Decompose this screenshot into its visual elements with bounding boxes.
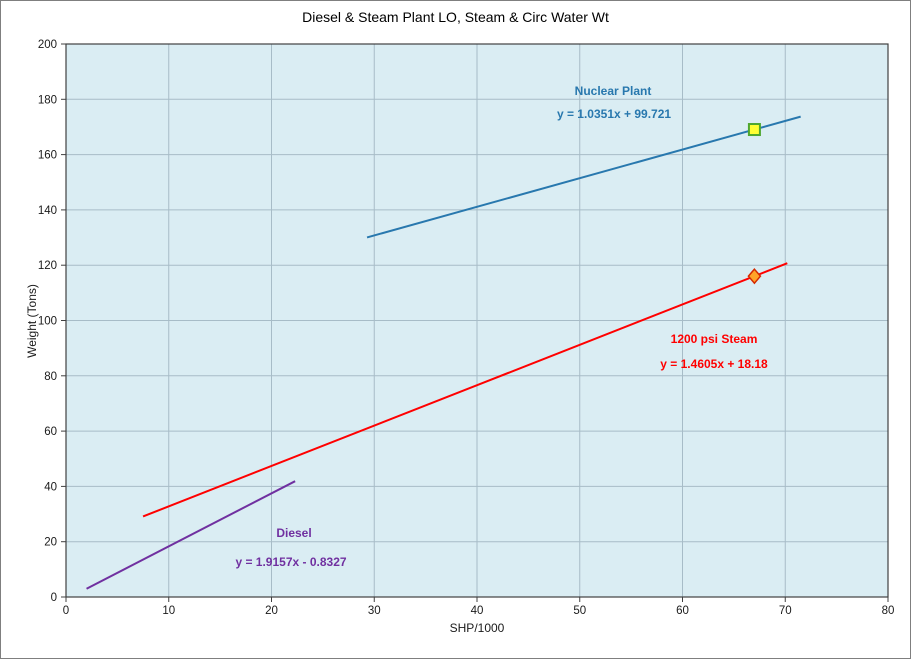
x-tick-label: 60 xyxy=(676,605,689,617)
x-tick-label: 10 xyxy=(162,605,175,617)
chart-title: Diesel & Steam Plant LO, Steam & Circ Wa… xyxy=(302,9,609,25)
x-tick-label: 70 xyxy=(779,605,792,617)
y-tick-label: 60 xyxy=(44,426,57,438)
y-tick-label: 180 xyxy=(38,94,57,106)
x-tick-label: 80 xyxy=(882,605,895,617)
y-tick-label: 80 xyxy=(44,371,57,383)
series-line-2 xyxy=(86,480,296,590)
y-tick-label: 20 xyxy=(44,537,57,549)
y-tick-label: 140 xyxy=(38,205,57,217)
x-tick-label: 20 xyxy=(265,605,278,617)
y-tick-label: 200 xyxy=(38,39,57,51)
x-tick-label: 0 xyxy=(63,605,69,617)
x-axis-title: SHP/1000 xyxy=(449,621,505,635)
series-label-nuclear-plant: Nuclear Plant xyxy=(574,84,652,98)
y-axis-title: Weight (Tons) xyxy=(25,284,39,358)
y-tick-label: 0 xyxy=(51,592,57,604)
marker-square xyxy=(747,123,761,137)
series-equation-nuclear-plant: y = 1.0351x + 99.721 xyxy=(556,107,672,121)
y-tick-label: 100 xyxy=(38,316,57,328)
series-equation-1200psi-steam: y = 1.4605x + 18.18 xyxy=(660,357,768,371)
y-tick-label: 40 xyxy=(44,481,57,493)
marker-diamond xyxy=(747,268,762,285)
series-line-1 xyxy=(142,262,788,518)
x-tick-label: 30 xyxy=(368,605,381,617)
series-label-diesel: Diesel xyxy=(276,526,312,540)
x-tick-label: 40 xyxy=(471,605,484,617)
x-tick-label: 50 xyxy=(573,605,586,617)
y-tick-label: 120 xyxy=(38,260,57,272)
y-tick-label: 160 xyxy=(38,150,57,162)
series-equation-diesel: y = 1.9157x - 0.8327 xyxy=(235,555,347,569)
series-line-0 xyxy=(366,115,801,239)
series-label-1200psi-steam: 1200 psi Steam xyxy=(670,332,758,346)
